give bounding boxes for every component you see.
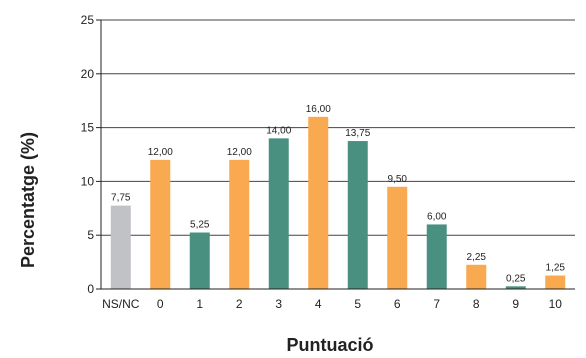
y-tick-labels: 0 5 10 15 20 25 (81, 13, 95, 296)
y-tick-label: 5 (87, 228, 94, 242)
bar (426, 224, 447, 289)
bar (150, 159, 171, 289)
data-label: 0,25 (506, 273, 526, 284)
y-tick-label: 25 (81, 13, 95, 27)
data-label: 2,25 (467, 252, 487, 263)
x-tick-label: NS/NC (102, 297, 140, 311)
y-tick-label: 20 (81, 67, 95, 81)
bar (347, 141, 368, 289)
bar (229, 159, 250, 289)
x-tick-label: 7 (433, 297, 440, 311)
y-tick-label: 10 (81, 174, 95, 188)
x-tick-label: 10 (549, 297, 563, 311)
x-tick-labels: NS/NC 0 1 2 3 4 5 6 7 8 9 10 (102, 297, 562, 311)
data-label: 1,25 (546, 263, 566, 274)
bar (268, 138, 289, 289)
bar (110, 205, 131, 289)
data-label: 16,00 (306, 104, 331, 115)
x-tick-label: 2 (236, 297, 243, 311)
x-tick-label: 0 (157, 297, 164, 311)
data-label: 13,75 (345, 128, 370, 139)
bar (466, 264, 487, 289)
bar (545, 275, 566, 289)
bar (387, 186, 408, 289)
data-label: 9,50 (388, 174, 408, 185)
data-label: 5,25 (190, 220, 210, 231)
x-tick-label: 9 (512, 297, 519, 311)
x-tick-label: 5 (354, 297, 361, 311)
bars (110, 116, 566, 289)
data-label: 7,75 (111, 193, 131, 204)
x-tick-label: 4 (315, 297, 322, 311)
bar (505, 286, 526, 289)
bar (189, 232, 210, 289)
x-tick-label: 8 (473, 297, 480, 311)
data-label: 6,00 (427, 211, 447, 222)
y-axis-title: Percentatge (%) (18, 132, 38, 268)
x-tick-label: 6 (394, 297, 401, 311)
data-labels: 7,75 12,00 5,25 12,00 14,00 16,00 13,75 9,50 6,0… (111, 104, 565, 284)
axes (96, 19, 575, 290)
x-tick-label: 3 (275, 297, 282, 311)
data-label: 12,00 (227, 147, 252, 158)
gridlines (101, 19, 575, 236)
bar (308, 116, 329, 289)
data-label: 14,00 (266, 125, 291, 136)
x-axis-title: Puntuació (286, 335, 373, 355)
x-tick-label: 1 (196, 297, 203, 311)
y-tick-label: 0 (87, 282, 94, 296)
y-tick-label: 15 (81, 121, 95, 135)
data-label: 12,00 (148, 147, 173, 158)
